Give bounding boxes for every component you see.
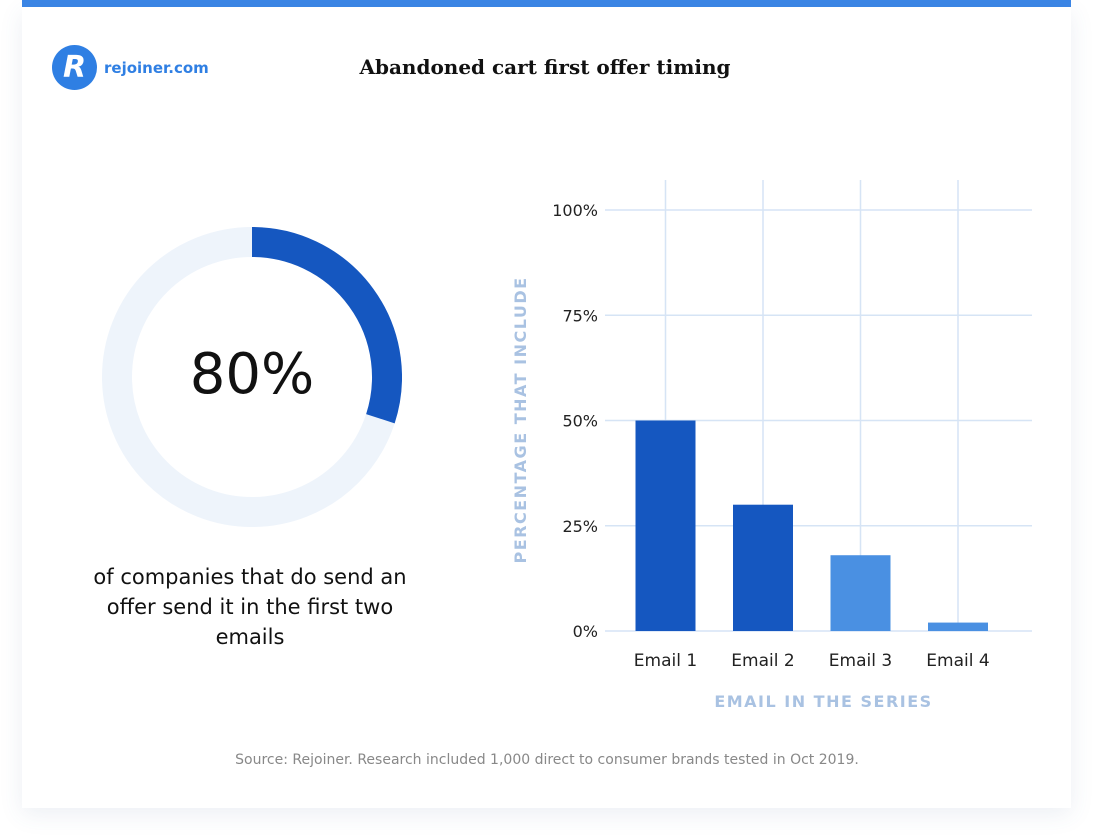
donut-caption: of companies that do send an offer send … (93, 565, 407, 649)
bar-chart: 0% 25% 50% 75% 100% Email 1 Email 2 Email 3 Emai… (500, 170, 1060, 730)
x-tick-label: Email 3 (829, 651, 892, 671)
page-title: Abandoned cart first offer timing (359, 55, 731, 79)
x-axis-title: EMAIL IN THE SERIES (714, 692, 932, 711)
donut-arc (251, 227, 402, 424)
bar (733, 504, 793, 631)
y-tick-label: 100% (552, 201, 598, 220)
donut-chart (102, 227, 402, 527)
y-tick-label: 0% (573, 622, 598, 641)
x-tick-label: Email 2 (731, 651, 794, 671)
infographic-card (22, 7, 1071, 808)
y-tick-label: 25% (562, 517, 598, 536)
logo-mark-letter: R (62, 50, 87, 85)
y-axis-title: PERCENTAGE THAT INCLUDE (511, 276, 530, 563)
donut-percent-label: 80% (189, 342, 315, 407)
rejoiner-logo[interactable]: R rejoiner.com (52, 45, 209, 90)
rejoiner-r-logo-icon: R (52, 45, 97, 90)
bar (830, 555, 891, 631)
logo-text: rejoiner.com (104, 58, 209, 77)
source-note: Source: Rejoiner. Research included 1,00… (235, 752, 859, 768)
y-tick-label: 50% (562, 412, 598, 431)
top-accent-bar (22, 0, 1071, 7)
x-tick-label: Email 1 (634, 651, 697, 671)
bar (635, 420, 696, 631)
x-tick-label: Email 4 (926, 651, 989, 671)
y-tick-label: 75% (562, 306, 598, 325)
bar (928, 622, 988, 631)
